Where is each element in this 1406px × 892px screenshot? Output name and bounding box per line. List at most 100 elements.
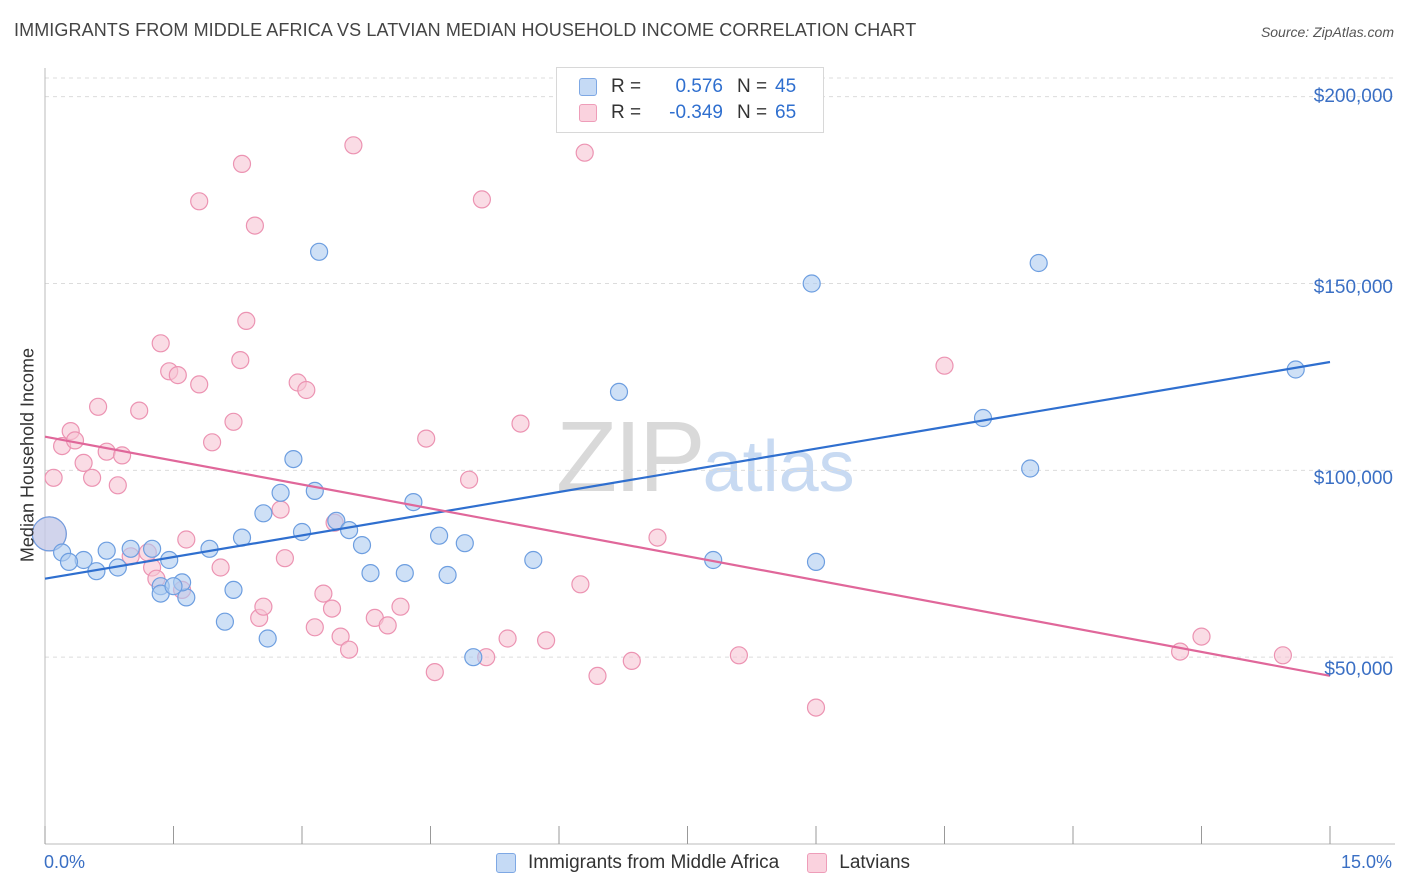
middle-africa-point	[254, 504, 273, 523]
latvian-point	[1170, 642, 1190, 661]
latvian-point	[305, 618, 324, 637]
latvian-point	[622, 651, 641, 671]
legend-row-middle-africa: R = 0.576 N = 45	[579, 75, 796, 99]
middle-africa-point	[258, 629, 277, 648]
legend-label: Latvians	[839, 852, 911, 873]
watermark: ZIPatlas	[556, 400, 855, 515]
latvian-point	[211, 558, 230, 577]
middle-africa-point	[404, 493, 423, 512]
middle-africa-point	[973, 408, 993, 428]
latvian-point	[203, 433, 222, 452]
x-min-label: 0.0%	[44, 852, 86, 872]
n-value: 45	[775, 76, 797, 97]
middle-africa-point	[430, 526, 449, 545]
latvian-point	[254, 597, 273, 616]
middle-africa-point	[271, 483, 290, 502]
latvian-point	[190, 375, 209, 394]
r-label: R =	[611, 102, 642, 123]
latvian-point	[275, 549, 294, 568]
middle-africa-point	[215, 612, 234, 631]
blue-swatch	[495, 853, 516, 873]
latvian-point	[271, 500, 290, 519]
middle-africa-point	[143, 539, 162, 558]
middle-africa-point	[806, 552, 826, 572]
latvian-point	[588, 666, 607, 686]
latvian-point	[232, 154, 252, 173]
y-tick-label-50k: $50,000	[1324, 659, 1393, 680]
middle-africa-point	[361, 563, 380, 583]
latvian-point	[130, 401, 149, 420]
middle-africa-point	[160, 550, 179, 570]
latvian-point	[425, 662, 444, 682]
chart-title: IMMIGRANTS FROM MIDDLE AFRICA VS LATVIAN…	[14, 20, 917, 40]
series-legend: Immigrants from Middle Africa Latvians	[0, 852, 1406, 874]
latvian-point	[472, 190, 491, 209]
latvians-trend-line	[44, 435, 1331, 677]
middle-africa-point	[340, 520, 359, 540]
y-tick-label-200k: $200,000	[1313, 86, 1393, 107]
middle-africa-points	[31, 242, 1305, 667]
middle-africa-point	[1021, 459, 1040, 478]
watermark-atlas: atlas	[702, 427, 855, 507]
middle-africa-point	[310, 242, 329, 261]
latvian-point	[237, 311, 256, 330]
latvian-point	[151, 334, 170, 353]
latvian-point	[575, 143, 594, 162]
middle-africa-point	[1029, 253, 1048, 273]
r-value: 0.576	[675, 76, 723, 97]
middle-africa-point	[438, 565, 457, 585]
n-value: 65	[775, 102, 797, 123]
latvian-point	[97, 442, 116, 461]
latvian-point	[74, 453, 93, 472]
n-label: N =	[737, 102, 768, 123]
latvian-point	[1192, 627, 1211, 646]
middle-africa-point	[455, 534, 474, 553]
latvian-point	[511, 414, 530, 433]
middle-africa-point	[609, 382, 629, 401]
trend-lines	[44, 360, 1331, 677]
middle-africa-point	[352, 535, 372, 555]
latvian-point	[331, 627, 350, 646]
latvian-point	[168, 366, 187, 385]
pink-swatch	[807, 853, 828, 873]
blue-swatch	[579, 78, 597, 96]
latvian-point	[44, 468, 63, 487]
middle-africa-trend-line	[44, 360, 1331, 580]
legend-label: Immigrants from Middle Africa	[527, 852, 780, 873]
middle-africa-point	[284, 450, 303, 469]
latvian-point	[231, 351, 250, 370]
y-axis-label: Median Household Income	[17, 347, 38, 563]
middle-africa-point	[464, 648, 483, 667]
middle-africa-point	[224, 580, 243, 600]
y-tick-label-150k: $150,000	[1313, 277, 1393, 298]
latvian-point	[391, 597, 410, 616]
r-value: -0.349	[669, 102, 723, 123]
latvian-point	[806, 698, 826, 717]
source-label: Source: ZipAtlas.com	[1260, 24, 1394, 40]
latvians-points	[31, 136, 1293, 717]
y-tick-label-100k: $100,000	[1313, 468, 1393, 489]
latvian-point	[935, 356, 954, 375]
x-max-label: 15.0%	[1340, 852, 1392, 872]
middle-africa-point	[59, 552, 79, 572]
n-label: N =	[737, 76, 768, 97]
latvian-point	[82, 468, 102, 487]
watermark-zip: ZIP	[556, 401, 706, 513]
middle-africa-point	[121, 539, 140, 558]
latvian-point	[322, 599, 342, 618]
legend-item-middle-africa[interactable]: Immigrants from Middle Africa	[495, 852, 780, 874]
latvian-point	[1273, 646, 1293, 665]
latvian-point	[190, 192, 209, 211]
legend-item-latvians[interactable]: Latvians	[807, 852, 910, 874]
middle-africa-point	[395, 563, 414, 583]
latvian-point	[571, 575, 590, 594]
middle-africa-point	[31, 516, 67, 552]
middle-africa-point	[200, 539, 219, 558]
latvian-point	[378, 616, 397, 635]
latvian-point	[340, 640, 359, 659]
latvian-point	[88, 397, 108, 416]
middle-africa-point	[164, 577, 183, 596]
middle-africa-point	[524, 550, 543, 570]
middle-africa-point	[802, 274, 821, 293]
